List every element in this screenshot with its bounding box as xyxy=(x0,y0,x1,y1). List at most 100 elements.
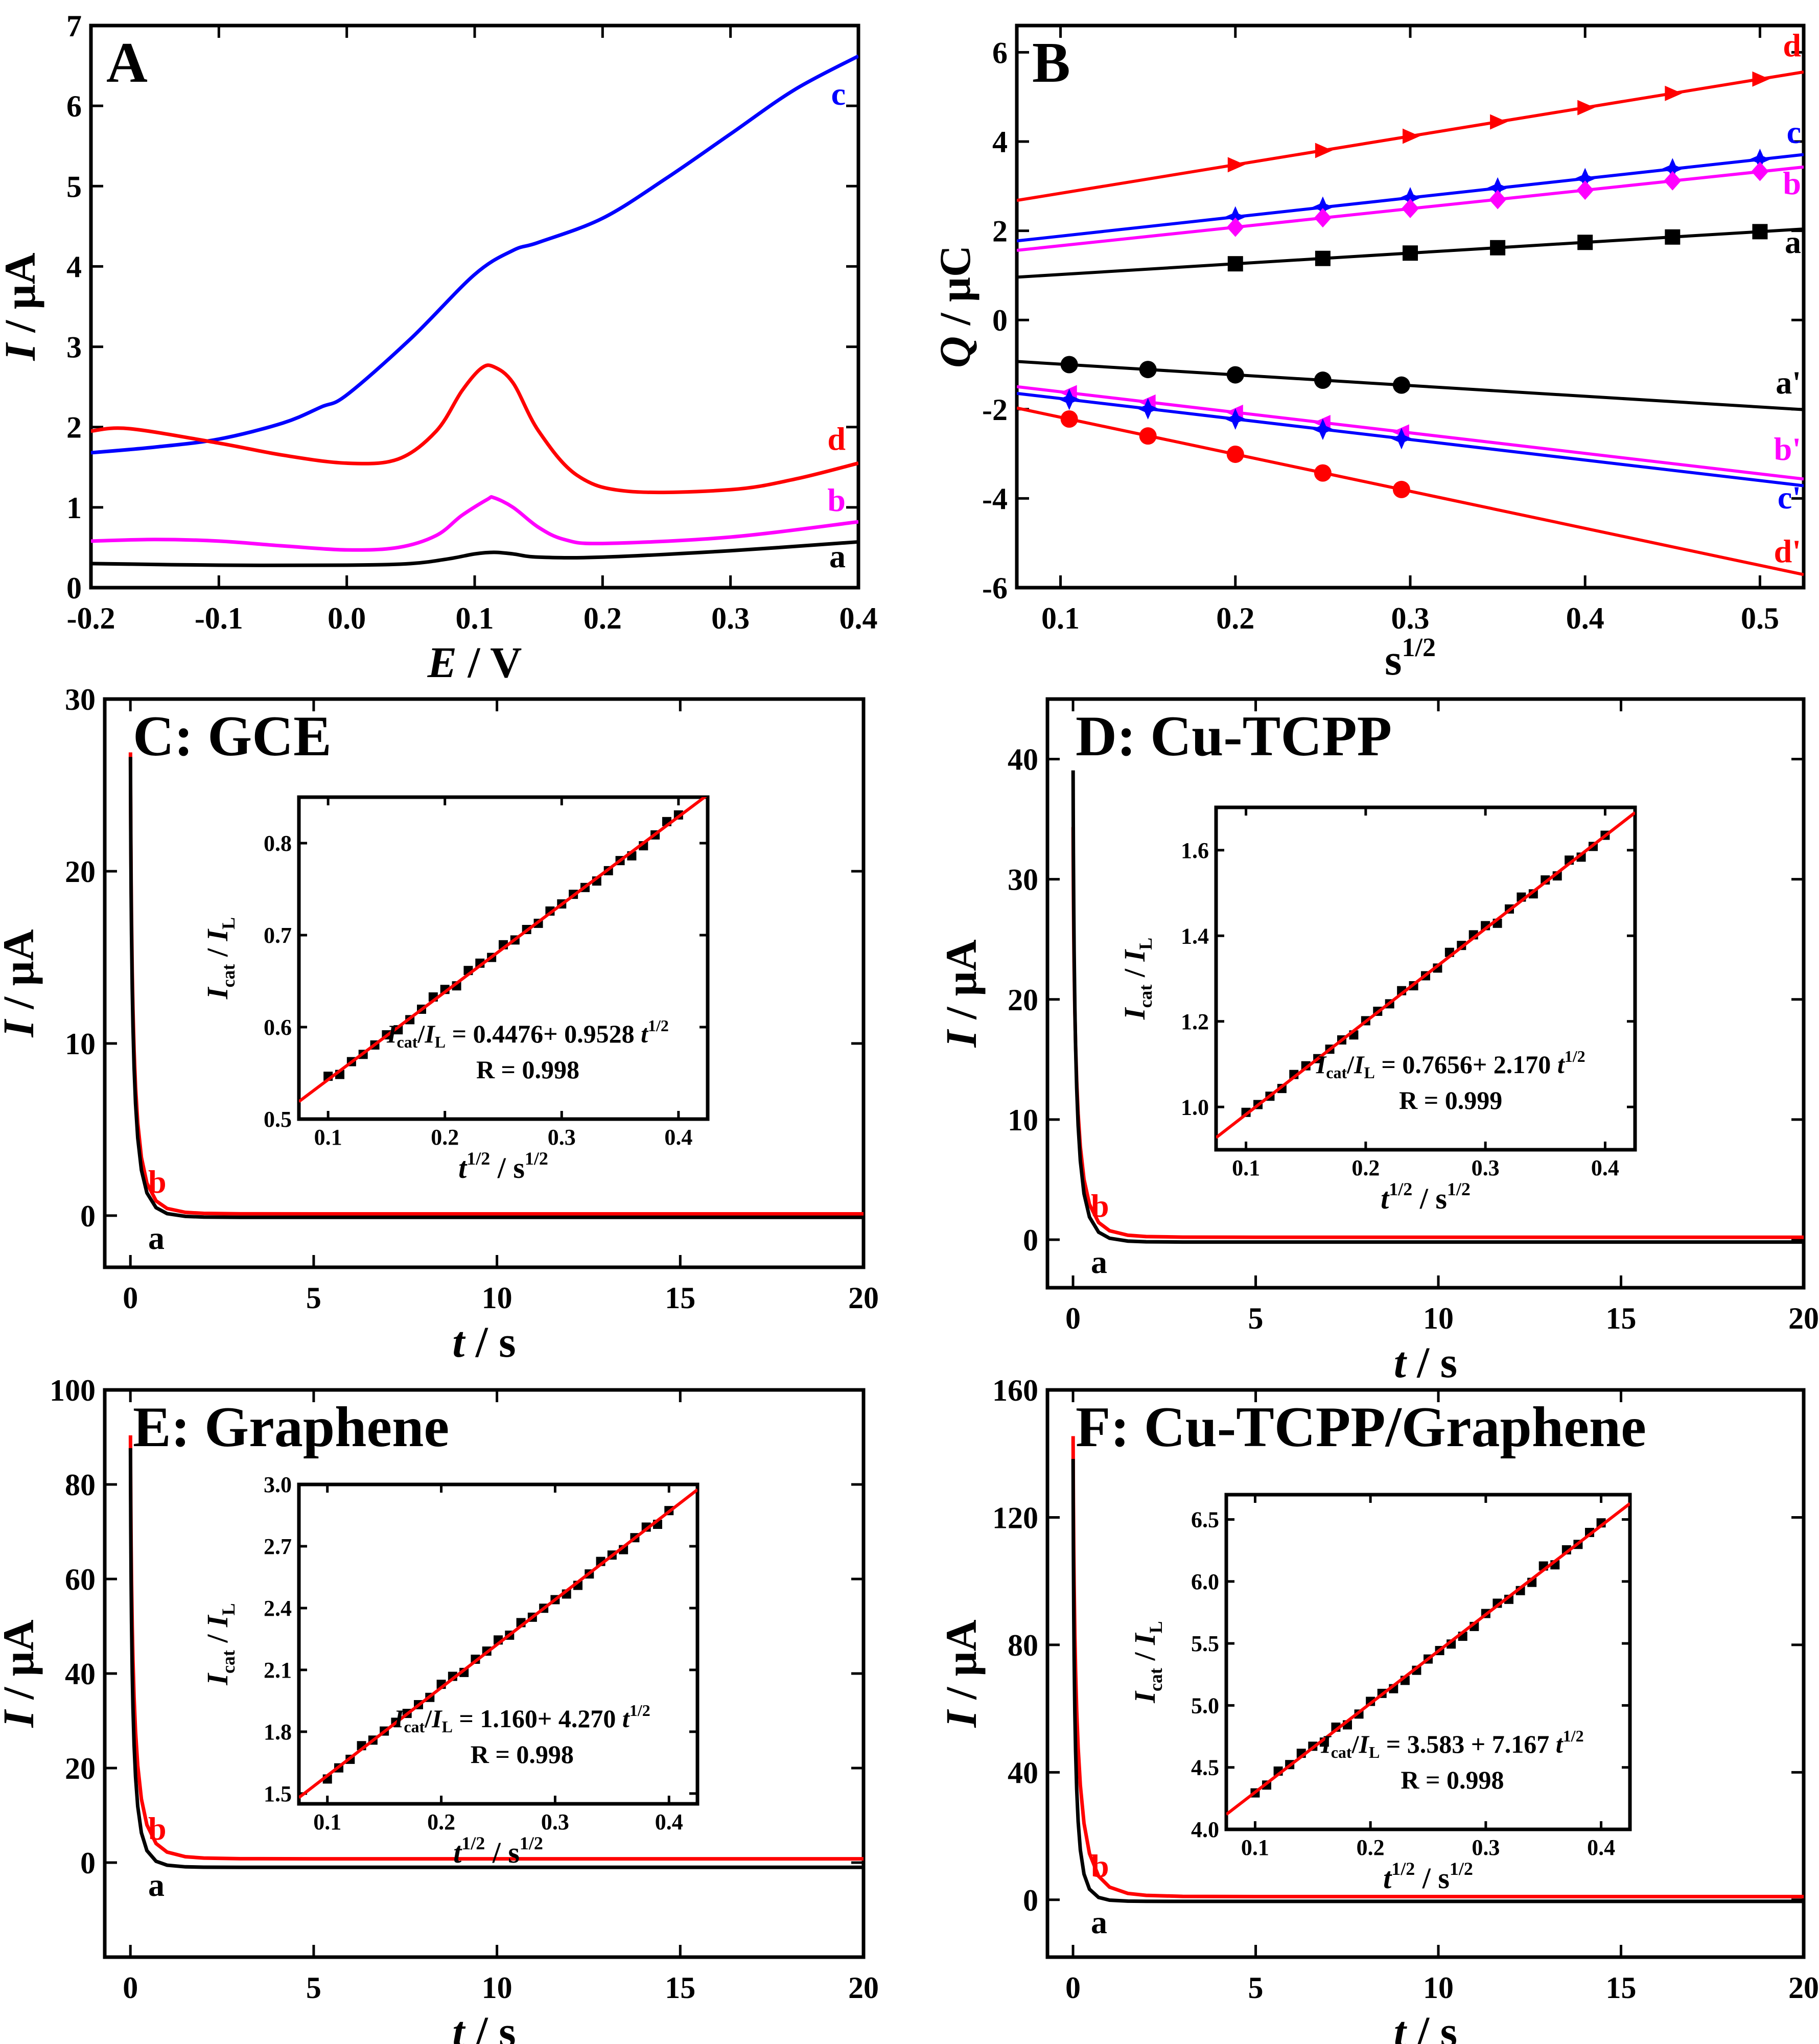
series-label-c: c xyxy=(1787,114,1801,150)
panel-e-y-tick-label: 0 xyxy=(80,1846,96,1880)
x-axis-label-unit: / V xyxy=(457,638,522,687)
panel-a-y-tick-label: 1 xyxy=(66,491,82,525)
eq-slash: / xyxy=(1346,1050,1355,1079)
inset-plot xyxy=(1216,811,1635,1139)
data-point-c' xyxy=(1058,388,1080,410)
inset-x-tick-label: 0.4 xyxy=(1591,1155,1619,1180)
data-point-c' xyxy=(1137,398,1159,420)
inset-x-tick-label: 0.3 xyxy=(1472,1155,1500,1180)
inset-r-value: R = 0.998 xyxy=(476,1055,579,1084)
panel-a-y-tick-label: 3 xyxy=(66,331,82,364)
panel-a-y-axis-label: I / μA xyxy=(0,252,44,361)
panel-c-y-tick-label: 30 xyxy=(65,683,96,716)
panel-e-y-tick-label: 60 xyxy=(65,1563,96,1596)
eq-superscript: 1/2 xyxy=(629,1701,650,1720)
inset-equation: Icat/IL = 3.583 + 7.167 t1/2 xyxy=(1320,1727,1583,1761)
data-point-c' xyxy=(1312,419,1334,440)
inset-y-tick-label: 0.8 xyxy=(264,831,292,856)
fit-line-c' xyxy=(1017,391,1804,487)
panel-a-lines xyxy=(91,54,858,567)
inset-x-unit: / s xyxy=(1412,1182,1447,1215)
inset-y-symbol: I xyxy=(1118,948,1151,962)
inset-y-tick-label: 0.5 xyxy=(264,1107,292,1132)
inset-y-tick-label: 2.7 xyxy=(264,1534,292,1559)
eq-symbol: I xyxy=(1320,1730,1332,1758)
panel-b-x-tick-label: 0.4 xyxy=(1566,601,1604,635)
eq-variable: t xyxy=(1557,1050,1566,1079)
eq-symbol: I xyxy=(1354,1050,1365,1079)
panel-f-y-tick-label: 160 xyxy=(992,1374,1038,1407)
data-point-d xyxy=(1665,85,1683,101)
inset-x-symbol: t xyxy=(458,1151,468,1184)
panel-c-x-tick-label: 15 xyxy=(665,1281,695,1315)
data-point-c xyxy=(1749,148,1771,170)
panel-f: 0 5 10 15 20 0 40 80 120 160 F: Cu-TCPP/Graphene ba… xyxy=(937,1374,1819,2044)
inset-frame xyxy=(1224,1493,1632,1831)
inset-y-separator: / xyxy=(201,941,234,964)
inset-y-symbol: I xyxy=(201,928,234,941)
inset-y-tick-label: 4.0 xyxy=(1191,1817,1219,1842)
inset-equation: Icat/IL = 1.160+ 4.270 t1/2 xyxy=(393,1701,650,1736)
series-label-b: b xyxy=(1091,1848,1109,1884)
inset-r-value: R = 0.998 xyxy=(471,1740,574,1769)
eq-symbol: I xyxy=(393,1704,405,1733)
panel-c-y-tick-label: 20 xyxy=(65,855,96,889)
eq-subscript: cat xyxy=(1326,1063,1347,1082)
panel-b-y-tick-label: 6 xyxy=(992,36,1008,69)
inset-y-symbol: I xyxy=(1118,1007,1151,1020)
inset-x-tick-label: 0.1 xyxy=(1232,1155,1260,1180)
panel-a-x-axis-label: E / V xyxy=(427,638,522,687)
series-line-a xyxy=(128,1448,864,1869)
data-point-b xyxy=(1576,180,1594,200)
panel-f-x-tick-label: 5 xyxy=(1248,1971,1264,2005)
panel-f-title: F: Cu-TCPP/Graphene xyxy=(1076,1396,1646,1459)
panel-d-x-tick-label: 5 xyxy=(1248,1302,1264,1335)
x-axis-label-superscript: 1/2 xyxy=(1402,633,1436,662)
inset-x-unit-superscript: 1/2 xyxy=(525,1148,548,1169)
data-point-c xyxy=(1312,196,1334,218)
inset-y-axis-label: Icat / IL xyxy=(1118,938,1156,1020)
panel-b-x-tick-label: 0.3 xyxy=(1391,601,1430,635)
y-axis-label-symbol: I xyxy=(0,1019,43,1038)
inset-fit-line xyxy=(299,1488,697,1799)
panel-a-x-tick-label: 0.3 xyxy=(711,601,750,635)
eq-subscript: cat xyxy=(1331,1743,1352,1761)
data-point-a' xyxy=(1226,366,1244,384)
x-axis-label-symbol: t xyxy=(1394,2007,1408,2044)
panel-y-axis-label: I / μA xyxy=(937,1619,986,1728)
inset-y-axis-label: Icat / IL xyxy=(1128,1621,1166,1703)
data-point-b xyxy=(1314,208,1332,228)
inset-r-value: R = 0.998 xyxy=(1401,1766,1504,1794)
panel-d-x-tick-label: 10 xyxy=(1423,1302,1454,1335)
inset-x-axis-label: t1/2 / s1/2 xyxy=(1381,1179,1471,1215)
y-axis-label-unit: / μA xyxy=(0,252,44,343)
data-point-c' xyxy=(1390,428,1412,450)
series-label-b: b xyxy=(827,482,846,518)
panel-e: 0 5 10 15 20 0 20 40 60 80 100 E: Graphene ba t / s I … xyxy=(0,1374,879,2044)
data-point-d xyxy=(1490,114,1508,130)
inset-x-tick-label: 0.4 xyxy=(1587,1835,1615,1860)
data-point-b xyxy=(1664,171,1682,191)
inset-x-axis-label: t1/2 / s1/2 xyxy=(1383,1859,1473,1895)
series-label-c': c' xyxy=(1778,479,1801,516)
panel-y-axis-label: I / μA xyxy=(0,929,43,1037)
x-axis-label-unit: / s xyxy=(1406,2007,1457,2044)
panel-e-x-tick-label: 15 xyxy=(665,1971,695,2005)
data-point-c xyxy=(1224,206,1246,228)
panel-d-lines xyxy=(1071,770,1804,1244)
y-axis-label-unit: / μA xyxy=(937,939,986,1030)
data-point-a' xyxy=(1139,361,1157,379)
eq-coefficients: = 1.160+ 4.270 xyxy=(453,1704,622,1733)
eq-coefficients: = 0.4476+ 0.9528 xyxy=(446,1019,641,1048)
inset-y-tick-label: 2.4 xyxy=(264,1596,292,1621)
inset-y-separator: / xyxy=(201,1627,234,1650)
panel-a-y-tick-label: 2 xyxy=(66,411,82,445)
panel-b-title: B xyxy=(1032,31,1070,95)
inset-x-axis-label: t1/2 / s1/2 xyxy=(458,1148,548,1184)
panel-b-x-tick-label: 0.1 xyxy=(1041,601,1080,635)
series-label-b: b xyxy=(1783,165,1801,201)
panel-e-y-tick-label: 100 xyxy=(50,1374,96,1407)
panel-a-y-tick-label: 6 xyxy=(66,89,82,123)
inset-x-symbol: t xyxy=(1381,1182,1390,1215)
